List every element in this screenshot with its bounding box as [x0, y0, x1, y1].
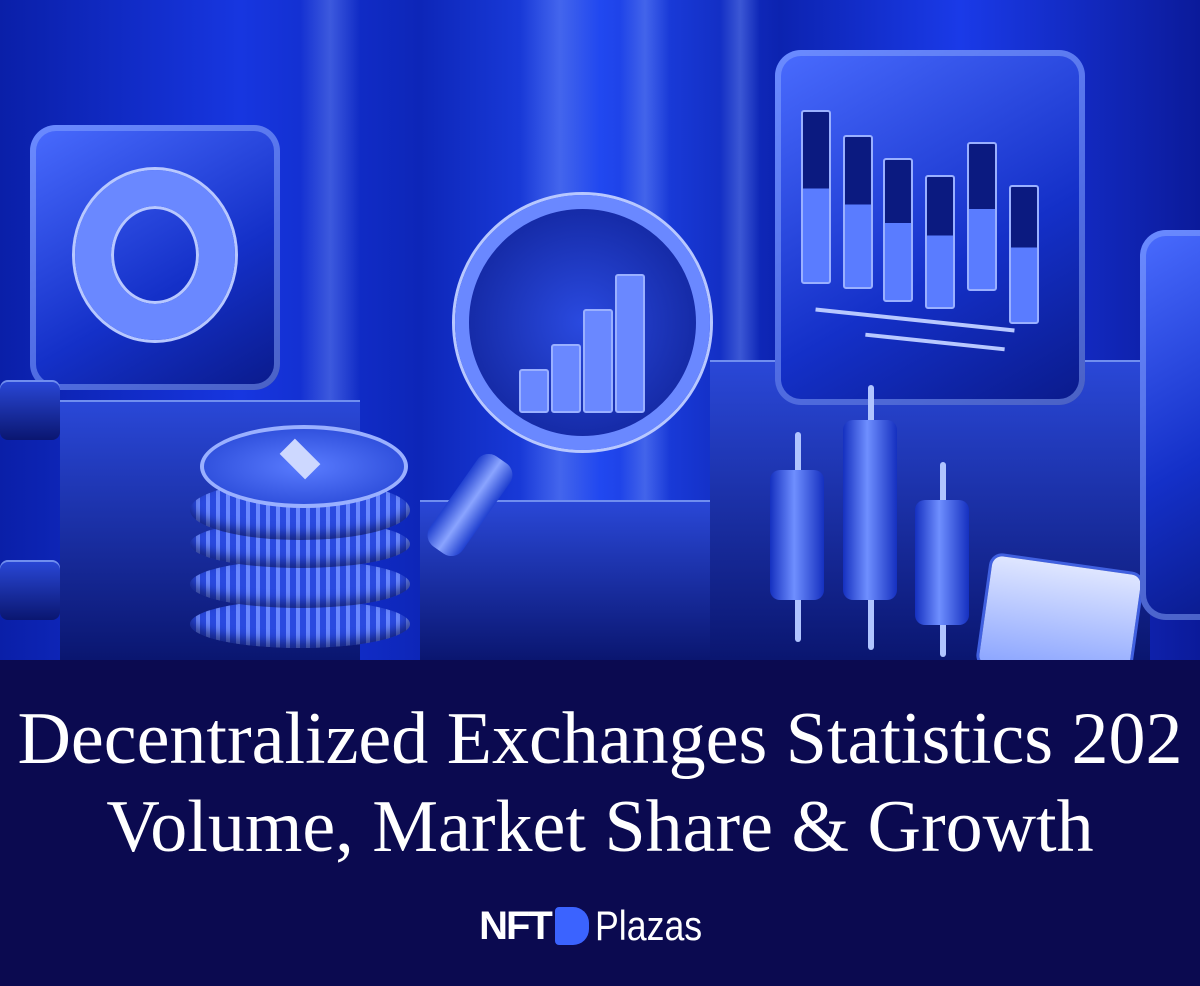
chart-bar: [551, 344, 581, 413]
cube: [0, 380, 60, 440]
chart-bar: [583, 309, 613, 413]
chart-bar: [883, 158, 913, 302]
bar-chart-panel: [775, 50, 1085, 405]
chart-bar: [925, 175, 955, 309]
candlestick: [915, 500, 969, 625]
coin: [190, 600, 410, 648]
ethereum-icon: [279, 438, 321, 480]
chart-bar: [1009, 185, 1039, 324]
coin: [190, 560, 410, 608]
magnifier-icon: [455, 195, 710, 450]
chart-bar: [615, 274, 645, 413]
chart-line: [815, 307, 1015, 333]
chart-bar: [519, 369, 549, 413]
ethereum-coin-top: [200, 425, 408, 508]
title-line-1: Decentralized Exchanges Statistics 202: [17, 698, 1183, 780]
phone-panel: [1140, 230, 1200, 620]
cube: [0, 560, 60, 620]
donut-chart-icon: [75, 170, 235, 340]
chart-bar: [967, 142, 997, 291]
brand-plazas: Plazas: [594, 902, 702, 949]
brand-nft: NFT: [479, 903, 553, 948]
hero-illustration: [0, 0, 1200, 660]
chart-line: [865, 332, 1005, 352]
candlestick: [843, 420, 897, 600]
chart-bar: [801, 110, 831, 284]
chart-bar: [843, 135, 873, 289]
brand-logo: NFT Plazas: [0, 902, 1200, 950]
title-banner: Decentralized Exchanges Statistics 202 V…: [0, 660, 1200, 986]
donut-chart-panel: [30, 125, 280, 390]
candlestick: [770, 470, 824, 600]
plazas-mark-icon: [554, 907, 589, 945]
title-line-2: Volume, Market Share & Growth: [106, 786, 1094, 868]
